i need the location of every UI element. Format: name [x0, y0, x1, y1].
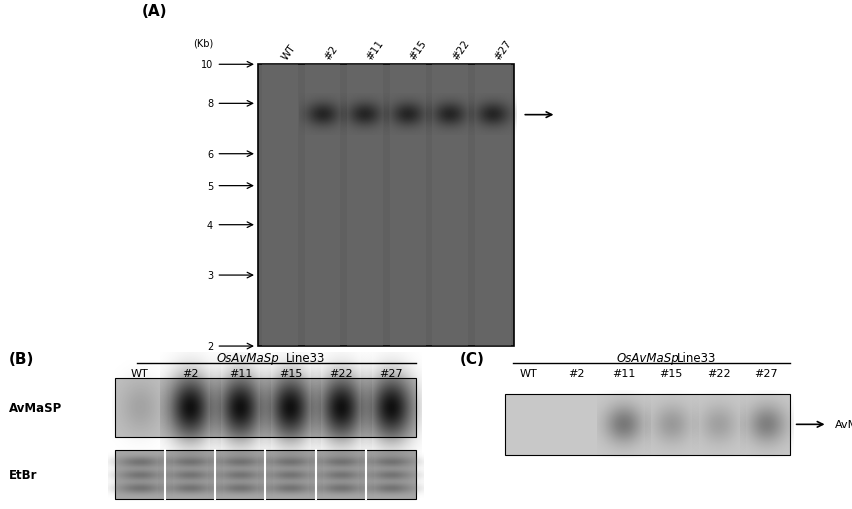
Text: #2: #2	[322, 44, 339, 62]
Text: #15: #15	[408, 38, 429, 62]
Text: (C): (C)	[460, 351, 485, 366]
Text: AvMaSp-R: AvMaSp-R	[835, 419, 852, 430]
Text: #11: #11	[365, 38, 386, 62]
Bar	[475, 65, 511, 346]
Text: #15: #15	[279, 368, 302, 378]
Text: OsAvMaSp: OsAvMaSp	[216, 351, 279, 364]
Text: EtBr: EtBr	[9, 468, 37, 482]
Text: #22: #22	[329, 368, 353, 378]
Text: WT: WT	[520, 368, 538, 378]
Text: 5: 5	[207, 181, 213, 191]
Bar	[262, 65, 297, 346]
Text: 4: 4	[207, 220, 213, 230]
Text: 8: 8	[207, 99, 213, 109]
Bar	[390, 65, 426, 346]
Bar	[347, 65, 383, 346]
Bar	[304, 65, 340, 346]
Text: 3: 3	[207, 271, 213, 280]
Text: #15: #15	[659, 368, 683, 378]
Bar	[115, 450, 416, 499]
Text: WT: WT	[131, 368, 149, 378]
Text: (A): (A)	[142, 4, 168, 19]
Text: #22: #22	[451, 38, 471, 62]
Bar	[115, 379, 416, 437]
Text: #22: #22	[707, 368, 730, 378]
Text: (B): (B)	[9, 351, 34, 366]
Text: #27: #27	[379, 368, 403, 378]
Text: WT: WT	[279, 43, 297, 62]
Bar	[433, 65, 469, 346]
Text: #2: #2	[568, 368, 584, 378]
Text: #11: #11	[228, 368, 252, 378]
Text: OsAvMaSp: OsAvMaSp	[616, 351, 679, 364]
Text: AvMaSP: AvMaSP	[9, 401, 61, 414]
Text: Line33: Line33	[285, 351, 325, 364]
Text: (Kb): (Kb)	[193, 39, 213, 48]
Text: 2: 2	[207, 342, 213, 351]
Text: Line33: Line33	[676, 351, 716, 364]
Text: #2: #2	[182, 368, 199, 378]
Text: 10: 10	[201, 60, 213, 70]
Text: #27: #27	[754, 368, 778, 378]
Text: 6: 6	[207, 150, 213, 159]
Text: #27: #27	[493, 38, 514, 62]
Text: #11: #11	[612, 368, 636, 378]
